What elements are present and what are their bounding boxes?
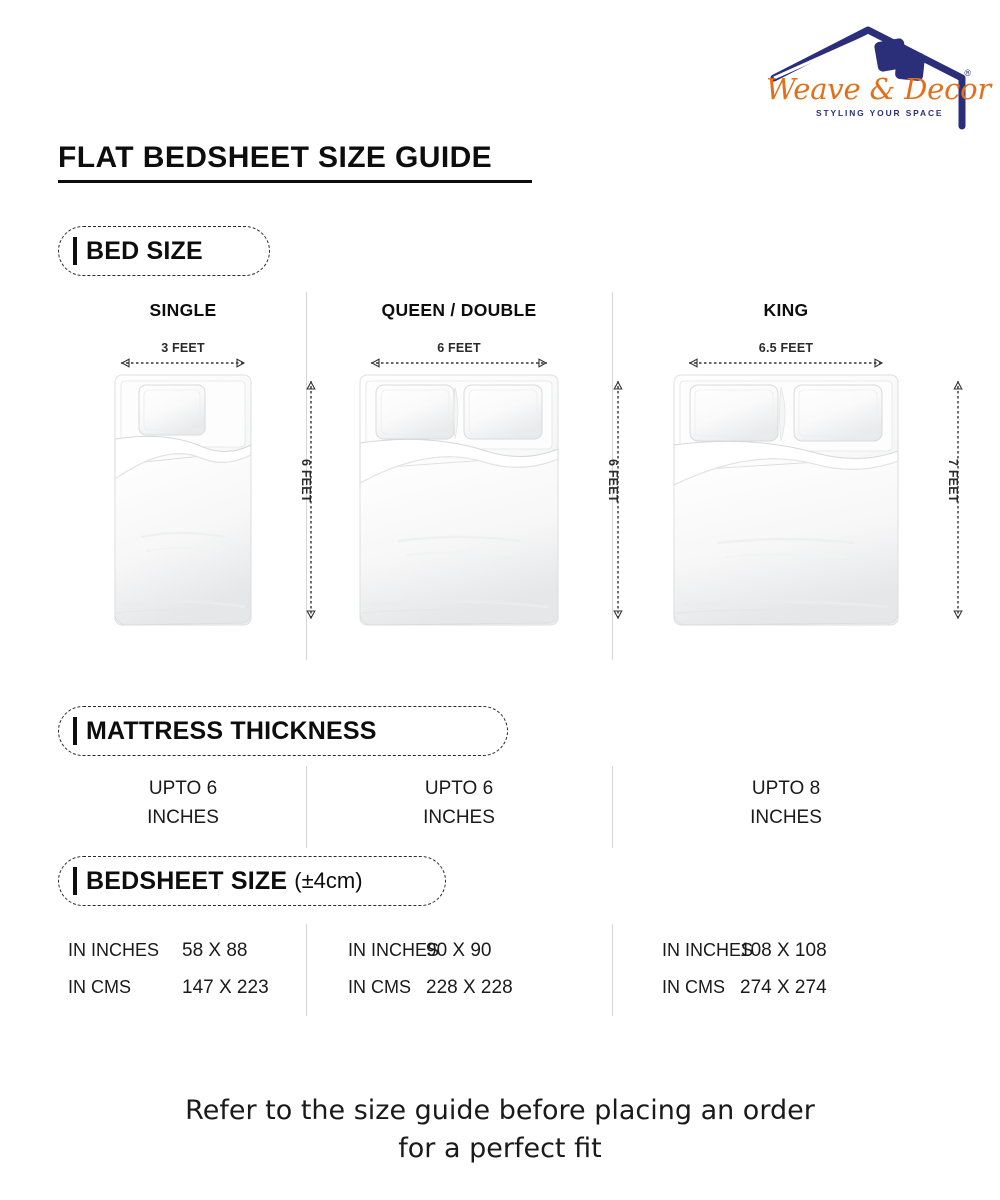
footer-line-1: Refer to the size guide before placing a… [185,1095,815,1126]
mattress-thickness-queen: UPTO 6 INCHES [306,774,612,832]
sheet-size-row-cms: IN CMS 274 X 274 [612,969,960,1006]
column-divider [612,924,613,1016]
bed-height-label: 6 FEET [606,459,620,503]
section-accent-bar [73,237,77,265]
sheet-value-inches: 108 X 108 [740,940,827,961]
width-dimension-arrow [612,357,960,369]
house-roof-logo-icon [770,26,966,130]
unit-label-inches: IN INCHES [348,940,440,960]
column-divider [306,292,307,660]
height-dimension-arrow [612,373,624,627]
footer-line-2: for a perfect fit [398,1133,602,1164]
sheet-size-row-cms: IN CMS 228 X 228 [306,969,612,1006]
section-header-bed-size: BED SIZE [58,226,270,276]
height-dimension-arrow [305,373,317,627]
thickness-line-2: INCHES [750,807,822,828]
sheet-size-row-inches: IN INCHES 58 X 88 [60,932,306,969]
page-title: FLAT BEDSHEET SIZE GUIDE [58,141,493,174]
sheet-value-cms: 147 X 223 [182,977,269,998]
bed-width-label: 6.5 FEET [758,341,814,355]
logo-tagline: STYLING YOUR SPACE [816,108,944,118]
thickness-line-1: UPTO 8 [751,778,821,799]
bed-column-queen: QUEEN / DOUBLE 6 FEET [306,300,623,631]
thickness-line-1: UPTO 6 [424,778,494,799]
column-divider [612,766,613,848]
section-accent-bar [73,717,77,745]
sheet-value-inches: 58 X 88 [182,940,248,961]
sheet-value-cms: 228 X 228 [426,977,513,998]
logo-wordmark: Weave & Decor [766,72,992,106]
bed-size-name: SINGLE [149,300,217,320]
unit-label-cms: IN CMS [662,977,725,997]
title-underline [58,180,532,183]
bed-width-label: 3 FEET [161,341,205,355]
bed-column-king: KING 6.5 FEET [612,300,963,631]
sheet-size-row-inches: IN INCHES 108 X 108 [612,932,960,969]
column-divider [306,766,307,848]
bed-column-single: SINGLE 3 FEET [60,300,316,631]
section-accent-bar [73,867,77,895]
pillow-front-icon [895,51,925,81]
unit-label-cms: IN CMS [68,977,131,997]
section-label: BEDSHEET SIZE [86,866,288,895]
sheet-value-cms: 274 X 274 [740,977,827,998]
column-divider [612,292,613,660]
height-dimension-arrow [952,373,964,627]
footer-note: Refer to the size guide before placing a… [0,1092,1000,1168]
bed-illustration-single: 6 FEET [107,369,316,631]
unit-label-inches: IN INCHES [68,940,160,960]
sheet-value-inches: 90 X 90 [426,940,492,961]
mattress-thickness-single: UPTO 6 INCHES [60,774,306,832]
width-dimension-arrow [60,357,306,369]
bedsheet-size-single: IN INCHES 58 X 88 IN CMS 147 X 223 [60,932,306,1006]
section-label: BED SIZE [86,236,203,265]
bed-width-label: 6 FEET [437,341,481,355]
section-header-mattress-thickness: MATTRESS THICKNESS [58,706,508,756]
column-divider [306,924,307,1016]
bedsheet-size-queen: IN INCHES 90 X 90 IN CMS 228 X 228 [306,932,612,1006]
thickness-line-1: UPTO 6 [148,778,218,799]
bed-illustration-queen: 6 FEET [354,369,623,631]
mattress-thickness-king: UPTO 8 INCHES [612,774,960,832]
section-header-bedsheet-size: BEDSHEET SIZE (±4cm) [58,856,446,906]
sheet-size-row-cms: IN CMS 147 X 223 [60,969,306,1006]
section-tolerance-note: (±4cm) [294,868,363,893]
bedsheet-size-king: IN INCHES 108 X 108 IN CMS 274 X 274 [612,932,960,1006]
brand-logo: Weave & Decor ® STYLING YOUR SPACE [764,26,992,130]
section-label: MATTRESS THICKNESS [86,716,377,745]
thickness-line-2: INCHES [147,807,219,828]
bed-size-name: QUEEN / DOUBLE [381,300,537,320]
bed-size-name: KING [763,300,809,320]
unit-label-inches: IN INCHES [662,940,754,960]
width-dimension-arrow [306,357,612,369]
registered-mark: ® [964,68,971,78]
bed-height-label: 7 FEET [946,459,960,503]
sheet-size-row-inches: IN INCHES 90 X 90 [306,932,612,969]
unit-label-cms: IN CMS [348,977,411,997]
bed-height-label: 6 FEET [299,459,313,503]
thickness-line-2: INCHES [423,807,495,828]
bed-illustration-king: 7 FEET [668,369,963,631]
